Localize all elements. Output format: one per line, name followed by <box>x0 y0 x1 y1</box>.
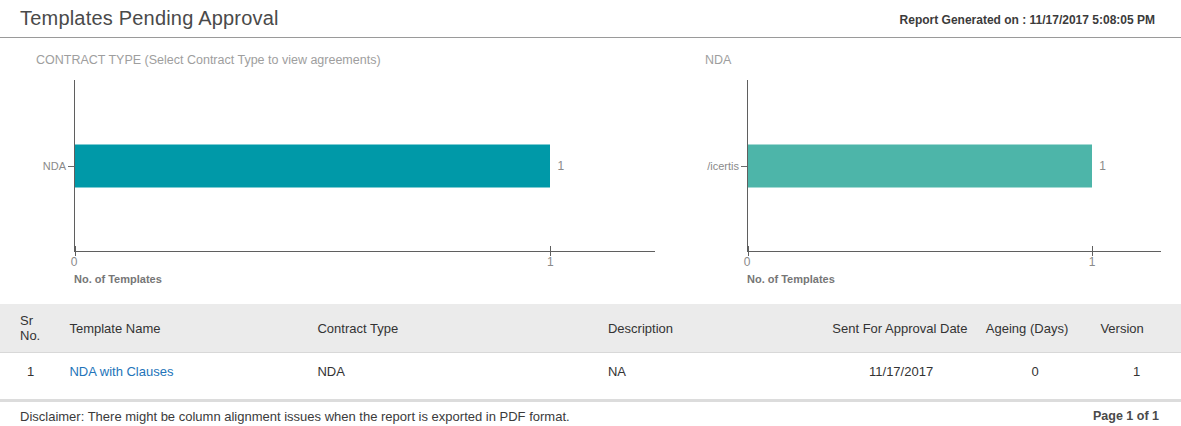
column-header-sent-for-approval-date: Sent For Approval Date <box>824 304 978 353</box>
cell-template-name: NDA with Clauses <box>61 353 309 391</box>
nda-x-tick-labels: 0 1 <box>747 255 1161 270</box>
column-header-contract-type: Contract Type <box>309 304 600 353</box>
disclaimer-text: Disclaimer: There might be column alignm… <box>20 409 570 424</box>
x-axis-title: No. of Templates <box>747 273 835 285</box>
nda-bar-icertis[interactable] <box>748 144 1092 187</box>
report-footer: Disclaimer: There might be column alignm… <box>0 399 1181 424</box>
nda-plot-area: 1 <box>747 80 1161 252</box>
x-tick-label-1: 1 <box>1089 255 1096 269</box>
x-tick-label-0: 0 <box>71 255 78 269</box>
charts-section: CONTRACT TYPE (Select Contract Type to v… <box>0 38 1181 285</box>
x-tick-label-1: 1 <box>547 255 554 269</box>
column-header-version: Version <box>1092 304 1181 353</box>
nda-chart: NDA /icertis 1 0 1 No. of Templates <box>705 53 1161 285</box>
bar-value-label: 1 <box>1099 159 1106 173</box>
table-row: 1 NDA with Clauses NDA NA 11/17/2017 0 1 <box>0 353 1181 391</box>
column-header-sr-no: Sr No. <box>0 304 61 353</box>
contract-type-bar-nda[interactable] <box>75 144 550 187</box>
contract-type-plot-area: 1 <box>74 80 655 252</box>
column-header-template-name: Template Name <box>61 304 309 353</box>
contract-type-chart-title: CONTRACT TYPE (Select Contract Type to v… <box>36 53 655 67</box>
x-axis-title: No. of Templates <box>74 273 162 285</box>
contract-type-plot: NDA 1 <box>36 80 655 252</box>
nda-y-axis-labels: /icertis <box>705 80 747 252</box>
column-header-description: Description <box>600 304 824 353</box>
report-header: Templates Pending Approval Report Genera… <box>0 0 1181 38</box>
table-header-row: Sr No. Template Name Contract Type Descr… <box>0 304 1181 353</box>
cell-description: NA <box>600 353 824 391</box>
template-name-link[interactable]: NDA with Clauses <box>69 364 173 379</box>
cell-ageing-days: 0 <box>978 353 1093 391</box>
x-tick-label-0: 0 <box>744 255 751 269</box>
contract-type-x-axis-title-row: No. of Templates <box>36 273 655 285</box>
report-generated-timestamp: Report Generated on : 11/17/2017 5:08:05… <box>900 13 1155 30</box>
cell-sent-for-approval-date: 11/17/2017 <box>824 353 978 391</box>
nda-chart-title: NDA <box>705 53 1161 67</box>
page-title: Templates Pending Approval <box>20 7 279 30</box>
page-number: Page 1 of 1 <box>1093 409 1159 423</box>
cell-contract-type: NDA <box>309 353 600 391</box>
cell-sr-no: 1 <box>0 353 61 391</box>
category-label: /icertis <box>707 160 739 172</box>
bar-value-label: 1 <box>557 159 564 173</box>
category-label: NDA <box>43 160 66 172</box>
contract-type-y-axis-labels: NDA <box>36 80 74 252</box>
cell-version: 1 <box>1092 353 1181 391</box>
contract-type-chart: CONTRACT TYPE (Select Contract Type to v… <box>36 53 655 285</box>
nda-x-axis-title-row: No. of Templates <box>705 273 1161 285</box>
column-header-ageing-days: Ageing (Days) <box>978 304 1093 353</box>
templates-table: Sr No. Template Name Contract Type Descr… <box>0 304 1181 390</box>
contract-type-x-tick-labels: 0 1 <box>74 255 655 270</box>
nda-plot: /icertis 1 <box>705 80 1161 252</box>
